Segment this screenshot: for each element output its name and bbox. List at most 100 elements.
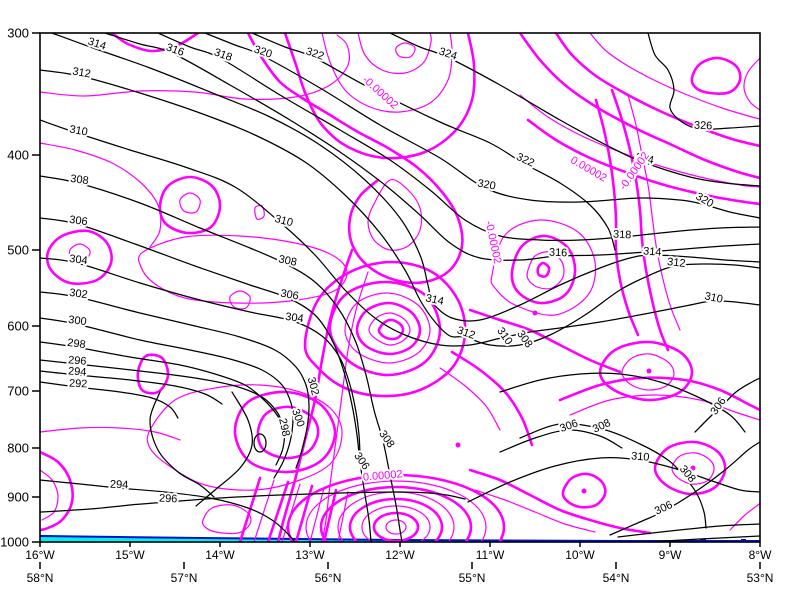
magenta-contour — [40, 142, 162, 248]
isentrope-contour-label: 292 — [69, 378, 88, 391]
magenta-contour-dot — [690, 465, 696, 471]
magenta-contour-dot — [646, 368, 652, 374]
isentrope-contour-label: 308 — [376, 428, 396, 450]
isentrope-contour — [157, 33, 760, 242]
pressure-tick-label: 800 — [7, 441, 29, 456]
isentrope-contour-label: 294 — [68, 365, 87, 378]
isentrope-contour — [499, 372, 746, 433]
isentrope-contour-label: 314 — [643, 245, 662, 259]
magenta-contour — [294, 484, 314, 542]
longitude-tick-label: 10°W — [565, 548, 595, 562]
magenta-contour — [348, 497, 444, 542]
isentrope-contour-label: 308 — [277, 253, 297, 269]
latitude-tick-label: 58°N — [27, 571, 54, 585]
longitude-tick-label: 16°W — [25, 548, 55, 562]
plot-frame — [39, 32, 761, 543]
magenta-contour — [357, 33, 432, 75]
isentrope-contour — [609, 441, 760, 536]
isentrope-contour — [647, 535, 760, 542]
isentrope-contour — [40, 119, 760, 347]
magenta-contour — [45, 229, 113, 286]
pressure-tick-label: 300 — [7, 26, 29, 41]
latitude-tick-label: 54°N — [603, 571, 630, 585]
isentrope-contour — [519, 423, 707, 529]
magenta-contour — [554, 33, 760, 148]
longitude-tick-label: 11°W — [476, 548, 505, 562]
isentrope-contour — [40, 381, 179, 419]
isentrope-contour-label: 304 — [68, 253, 88, 267]
magenta-contour — [526, 118, 760, 206]
longitude-tick-label: 14°W — [205, 548, 235, 562]
magenta-contour — [136, 353, 170, 395]
isentrope-contour-label: 298 — [276, 417, 292, 437]
magenta-contour — [368, 312, 411, 346]
isentrope-contour-label: 304 — [284, 311, 304, 325]
magenta-contour — [309, 487, 325, 542]
isentrope-contour — [40, 317, 294, 479]
magenta-contour — [321, 271, 369, 542]
magenta-contour — [68, 243, 91, 264]
isentrope-contour — [40, 69, 760, 347]
magenta-contour — [621, 353, 675, 391]
isentrope-contour — [40, 257, 361, 456]
magenta-contour — [450, 350, 534, 447]
latitude-tick-label: 53°N — [747, 571, 774, 585]
isentrope-contour — [40, 291, 310, 469]
isentrope-contour — [499, 429, 623, 453]
isentrope-contour-label: 322 — [304, 46, 325, 63]
longitude-tick-label: 9°W — [659, 548, 682, 562]
magenta-contour — [233, 390, 337, 474]
isentrope-contour-label: 312 — [455, 324, 476, 342]
magenta-contour-dot — [581, 488, 587, 494]
magenta-contour — [510, 234, 577, 305]
isentrope-contour-label: 306 — [351, 450, 371, 472]
isentrope-contour-label: 294 — [110, 479, 129, 492]
magenta-contour-layer — [40, 33, 760, 542]
longitude-tick-label: 15°W — [115, 548, 145, 562]
magenta-contour — [468, 468, 652, 535]
isentrope-contour-label: 316 — [549, 247, 568, 260]
magenta-contour — [110, 33, 200, 53]
isentrope-contour — [104, 33, 760, 261]
magenta-contour-label: 0.00002 — [362, 468, 403, 483]
magenta-contour — [179, 192, 201, 214]
magenta-contour — [40, 450, 74, 532]
isentrope-contour-label: 312 — [667, 256, 687, 270]
isentrope-contour — [694, 377, 760, 433]
isentrope-contour-label: 300 — [67, 314, 87, 328]
isentrope-contour — [40, 479, 296, 542]
magenta-contour — [589, 33, 760, 120]
longitude-tick-label: 13°W — [295, 548, 325, 562]
isentrope-contour — [51, 33, 760, 322]
magenta-contour — [137, 234, 348, 304]
magenta-contour — [372, 511, 420, 542]
magenta-contour — [558, 376, 760, 412]
isentrope-contour-label: 320 — [252, 44, 273, 61]
isentrope-contour-label: 322 — [514, 151, 536, 170]
isentrope-contour-label: 306 — [653, 499, 675, 518]
isentrope-contour-label: 302 — [68, 287, 88, 301]
isentrope-contour — [195, 391, 254, 507]
magenta-contour — [281, 483, 301, 542]
magenta-contour-label: 0.00002 — [568, 154, 608, 184]
isentrope-contour — [40, 217, 372, 542]
magenta-contour — [319, 485, 473, 542]
pressure-axis: 300 400 500 600 700 800 900 1000 — [0, 26, 40, 550]
magenta-contour — [526, 251, 565, 290]
isentrope-contour-label: 306 — [68, 214, 88, 228]
magenta-contour — [303, 260, 467, 398]
magenta-contour — [337, 491, 349, 542]
magenta-contour-dot — [455, 442, 461, 448]
isentrope-contour — [253, 433, 267, 453]
magenta-contour — [344, 292, 431, 364]
magenta-contour — [468, 308, 622, 374]
pressure-tick-label: 400 — [7, 148, 29, 163]
magenta-contour — [377, 318, 405, 341]
magenta-contour — [253, 479, 275, 542]
magenta-contour — [40, 469, 59, 521]
isentrope-contour-label: 318 — [212, 46, 233, 64]
magenta-contour — [439, 367, 501, 431]
black-contour-layer — [40, 33, 760, 542]
magenta-contour — [355, 301, 422, 356]
magenta-contour — [743, 57, 760, 111]
